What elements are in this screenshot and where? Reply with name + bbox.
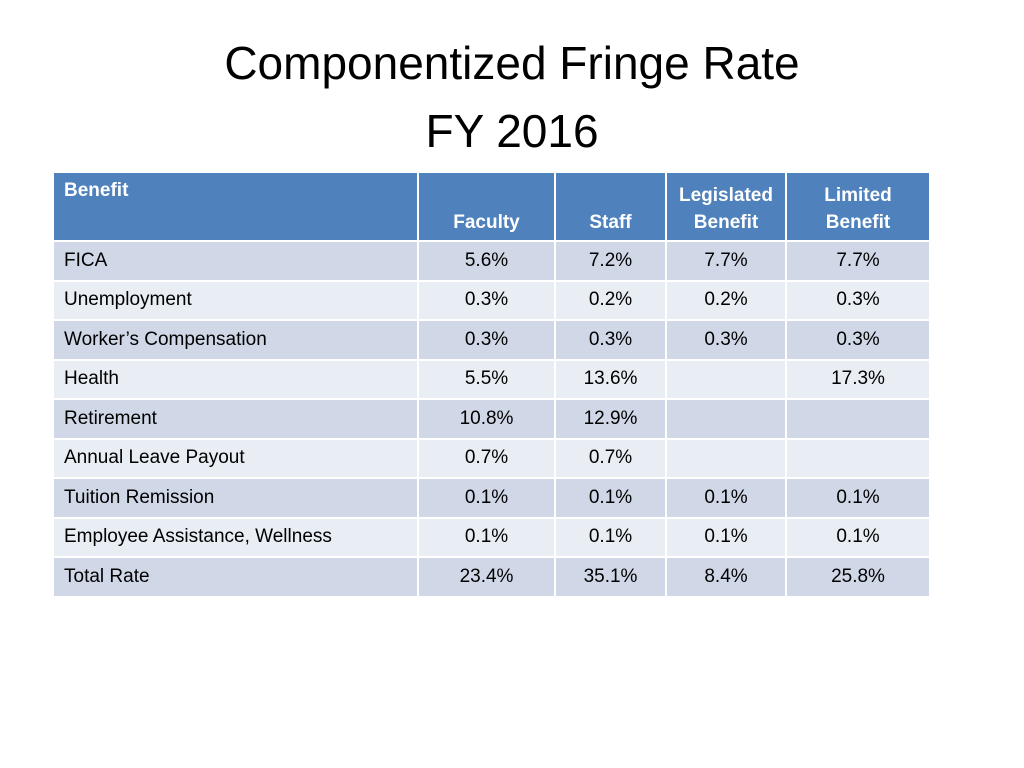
header-limited-benefit: Limited Benefit: [785, 171, 931, 242]
cell-faculty: 0.1%: [417, 516, 556, 558]
table-header-row: Benefit Faculty Staff Legislated Benefit…: [52, 171, 931, 242]
table-row: Employee Assistance, Wellness 0.1% 0.1% 0.1…: [52, 516, 931, 558]
cell-benefit: Retirement: [52, 398, 419, 440]
cell-staff: 0.3%: [554, 319, 667, 361]
cell-benefit: Annual Leave Payout: [52, 437, 419, 479]
header-benefit: Benefit: [52, 171, 419, 242]
table-row: Worker’s Compensation 0.3% 0.3% 0.3% 0.3%: [52, 319, 931, 361]
cell-legislated: [665, 437, 787, 479]
cell-benefit: Total Rate: [52, 556, 419, 598]
table-row: Tuition Remission 0.1% 0.1% 0.1% 0.1%: [52, 477, 931, 519]
cell-benefit: Worker’s Compensation: [52, 319, 419, 361]
table-row: Total Rate 23.4% 35.1% 8.4% 25.8%: [52, 556, 931, 598]
cell-staff: 0.7%: [554, 437, 667, 479]
fringe-rate-table: Benefit Faculty Staff Legislated Benefit…: [52, 171, 931, 598]
header-legislated-benefit: Legislated Benefit: [665, 171, 787, 242]
cell-benefit: FICA: [52, 240, 419, 282]
table-row: Health 5.5% 13.6% 17.3%: [52, 358, 931, 400]
table-row: Unemployment 0.3% 0.2% 0.2% 0.3%: [52, 279, 931, 321]
cell-staff: 13.6%: [554, 358, 667, 400]
cell-limited: [785, 398, 931, 440]
cell-limited: 25.8%: [785, 556, 931, 598]
cell-staff: 7.2%: [554, 240, 667, 282]
cell-staff: 0.2%: [554, 279, 667, 321]
table-row: Retirement 10.8% 12.9%: [52, 398, 931, 440]
cell-legislated: 0.3%: [665, 319, 787, 361]
cell-legislated: 0.1%: [665, 516, 787, 558]
cell-legislated: 0.2%: [665, 279, 787, 321]
cell-staff: 0.1%: [554, 516, 667, 558]
cell-limited: 7.7%: [785, 240, 931, 282]
cell-faculty: 5.5%: [417, 358, 556, 400]
cell-faculty: 23.4%: [417, 556, 556, 598]
cell-benefit: Employee Assistance, Wellness: [52, 516, 419, 558]
cell-faculty: 0.7%: [417, 437, 556, 479]
slide-title: Componentized Fringe Rate: [224, 37, 800, 89]
cell-limited: 0.3%: [785, 319, 931, 361]
cell-faculty: 0.3%: [417, 319, 556, 361]
cell-benefit: Tuition Remission: [52, 477, 419, 519]
cell-limited: 0.1%: [785, 477, 931, 519]
table-row: FICA 5.6% 7.2% 7.7% 7.7%: [52, 240, 931, 282]
cell-staff: 35.1%: [554, 556, 667, 598]
cell-staff: 12.9%: [554, 398, 667, 440]
cell-faculty: 10.8%: [417, 398, 556, 440]
table-row: Annual Leave Payout 0.7% 0.7%: [52, 437, 931, 479]
header-faculty: Faculty: [417, 171, 556, 242]
header-staff: Staff: [554, 171, 667, 242]
slide-subtitle: FY 2016: [425, 105, 599, 157]
cell-legislated: 7.7%: [665, 240, 787, 282]
cell-legislated: 0.1%: [665, 477, 787, 519]
cell-faculty: 0.3%: [417, 279, 556, 321]
cell-legislated: 8.4%: [665, 556, 787, 598]
cell-legislated: [665, 398, 787, 440]
cell-staff: 0.1%: [554, 477, 667, 519]
cell-benefit: Health: [52, 358, 419, 400]
cell-faculty: 0.1%: [417, 477, 556, 519]
cell-legislated: [665, 358, 787, 400]
cell-limited: 0.3%: [785, 279, 931, 321]
cell-benefit: Unemployment: [52, 279, 419, 321]
cell-faculty: 5.6%: [417, 240, 556, 282]
cell-limited: 0.1%: [785, 516, 931, 558]
cell-limited: 17.3%: [785, 358, 931, 400]
cell-limited: [785, 437, 931, 479]
